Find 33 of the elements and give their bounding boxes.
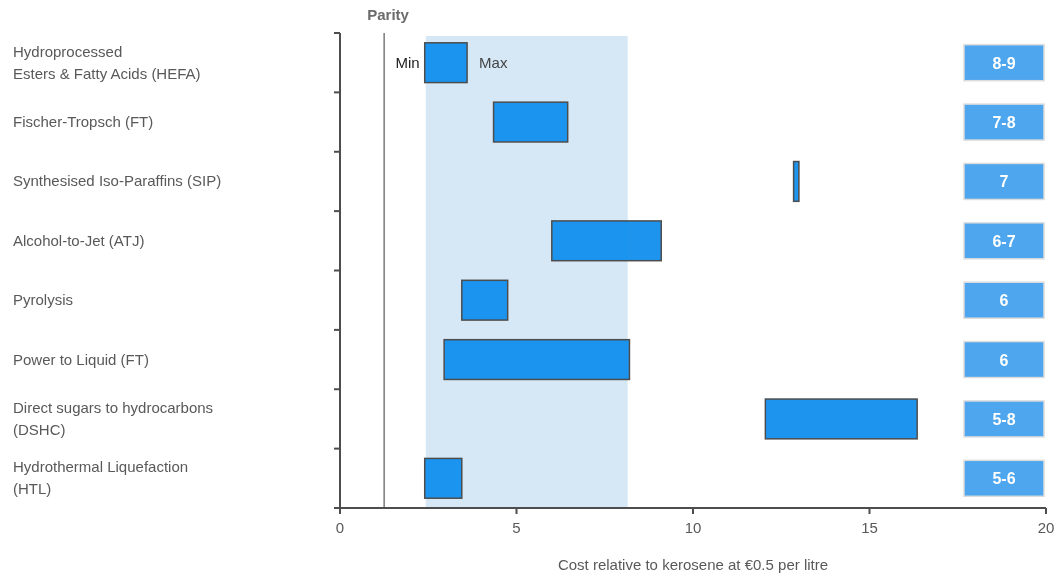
y-tick-label: Fischer-Tropsch (FT) bbox=[13, 113, 154, 131]
y-tick-label: Synthesised Iso-Paraffins (SIP) bbox=[13, 172, 222, 190]
y-tick-label: Power to Liquid (FT) bbox=[13, 350, 149, 368]
y-tick-label: Hydroprocessed Esters & Fatty Acids (HEFA) bbox=[13, 42, 201, 82]
annotation: 6 bbox=[999, 351, 1009, 369]
x-tick-label: 20 bbox=[1037, 519, 1055, 536]
annotation: Min bbox=[395, 53, 420, 71]
bar bbox=[443, 338, 631, 381]
bar bbox=[423, 42, 468, 84]
x-tick-label: 0 bbox=[335, 519, 345, 536]
x-tick-label: 15 bbox=[861, 519, 878, 536]
annotation: Max bbox=[479, 53, 508, 71]
y-tick-label: Alcohol-to-Jet (ATJ) bbox=[13, 231, 145, 249]
bar bbox=[792, 160, 800, 203]
y-tick-label: Pyrolysis bbox=[13, 291, 74, 309]
bar bbox=[461, 279, 509, 321]
annotation: 8-9 bbox=[992, 54, 1016, 72]
bar bbox=[492, 101, 569, 143]
x-tick-label: 5 bbox=[512, 519, 521, 536]
bar bbox=[764, 398, 918, 440]
annotation: 5-6 bbox=[992, 470, 1016, 488]
x-axis-title: Cost relative to kerosene at €0.5 per litre bbox=[557, 556, 829, 573]
bar bbox=[423, 457, 463, 499]
y-tick-label: Hydrothermal Liquefaction (HTL) bbox=[13, 458, 189, 498]
ref-line-label: Parity bbox=[367, 6, 410, 23]
annotation: 6 bbox=[999, 292, 1009, 310]
annotation: 6-7 bbox=[992, 232, 1016, 250]
annotation: 7 bbox=[999, 173, 1009, 191]
annotation: 5-8 bbox=[992, 410, 1016, 428]
x-tick-label: 10 bbox=[684, 519, 702, 536]
y-tick-label: Direct sugars to hydrocarbons (DSHC) bbox=[13, 398, 214, 438]
annotation: 7-8 bbox=[992, 114, 1016, 132]
bar bbox=[551, 220, 662, 262]
